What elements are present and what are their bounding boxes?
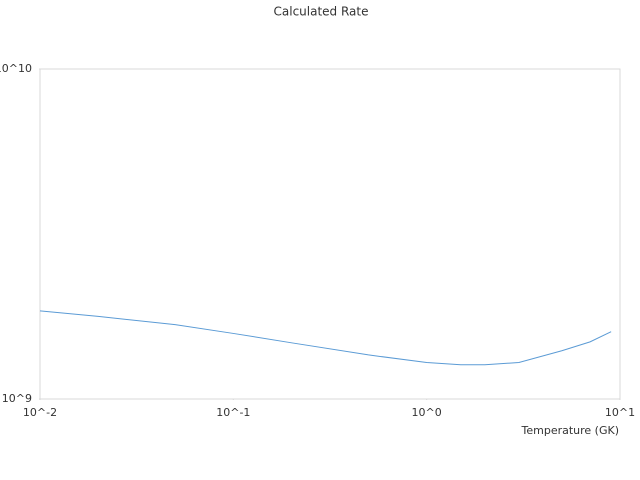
y-tick-label: 10^9 bbox=[2, 392, 32, 405]
x-axis-title: Temperature (GK) bbox=[521, 424, 620, 437]
x-tick-label: 10^-2 bbox=[23, 406, 57, 419]
plot-area bbox=[39, 68, 621, 400]
x-tick-label: 10^1 bbox=[605, 406, 635, 419]
x-tick-label: 10^-1 bbox=[216, 406, 250, 419]
y-tick-label: 10^10 bbox=[0, 62, 32, 75]
x-tick-label: 10^0 bbox=[412, 406, 442, 419]
chart-title: Calculated Rate bbox=[274, 5, 369, 19]
data-line bbox=[39, 310, 612, 366]
